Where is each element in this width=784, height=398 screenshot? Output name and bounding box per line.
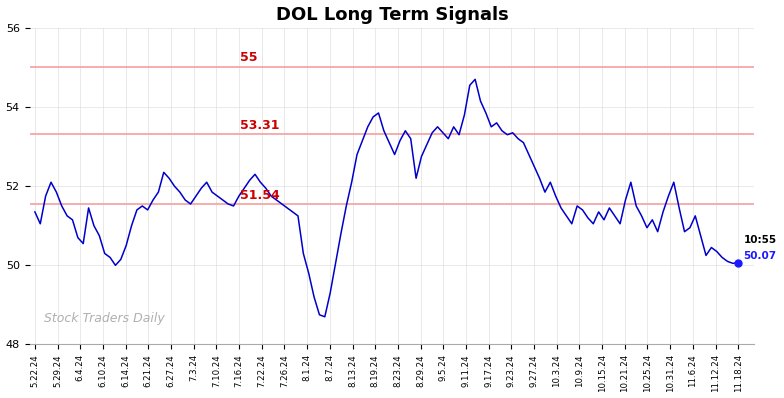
Title: DOL Long Term Signals: DOL Long Term Signals [275,6,508,23]
Text: 51.54: 51.54 [241,189,280,202]
Text: 10:55: 10:55 [743,235,777,245]
Text: 50.07: 50.07 [743,251,777,261]
Text: 53.31: 53.31 [241,119,280,132]
Text: Stock Traders Daily: Stock Traders Daily [44,312,165,326]
Text: 55: 55 [241,51,258,64]
